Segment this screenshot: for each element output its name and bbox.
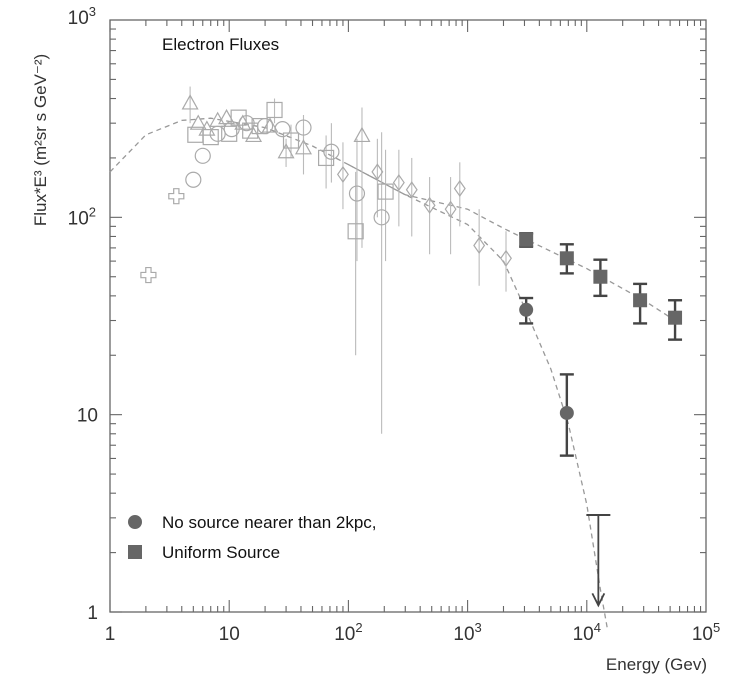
open-cross-marker — [140, 266, 157, 284]
open-diamond-marker — [453, 179, 466, 198]
open-triangle-marker — [353, 126, 371, 143]
x-tick-label: 1 — [105, 624, 116, 645]
x-tick-label: 102 — [334, 620, 362, 645]
y-tick-label: 102 — [68, 204, 96, 229]
chart-annotation: Electron Fluxes — [162, 35, 279, 54]
open-triangle-marker — [189, 114, 207, 130]
legend-label: No source nearer than 2kpc, — [162, 513, 377, 532]
filled-square-marker — [668, 310, 683, 325]
open-triangle-marker — [294, 139, 313, 155]
y-tick-label: 103 — [68, 4, 96, 29]
open-circle-marker — [323, 143, 340, 160]
open-square-marker — [202, 129, 219, 146]
y-tick-label: 10 — [77, 406, 98, 427]
data-markers — [140, 94, 683, 420]
x-tick-label: 104 — [573, 620, 601, 645]
legend-label: Uniform Source — [162, 543, 280, 562]
filled-square-marker — [559, 251, 574, 266]
open-circle-marker — [194, 147, 211, 164]
open-square-marker — [251, 117, 268, 135]
open-diamond-marker — [336, 165, 349, 183]
axis-ticks — [109, 20, 706, 613]
open-square-marker — [221, 125, 238, 142]
open-triangle-marker — [218, 108, 236, 125]
open-diamond-marker — [473, 236, 486, 255]
upper-limit-arrow — [591, 593, 606, 608]
filled-square-marker — [633, 293, 648, 308]
open-circle-marker — [373, 209, 390, 226]
open-square-marker — [317, 149, 335, 167]
open-diamond-marker — [500, 249, 512, 267]
open-triangle-marker — [277, 142, 295, 159]
filled-circle-marker — [519, 302, 534, 317]
open-square-marker — [377, 183, 394, 200]
open-diamond-marker — [444, 200, 457, 218]
open-diamond-marker — [405, 181, 418, 199]
error-bars — [189, 86, 683, 608]
open-cross-marker — [168, 188, 185, 205]
open-diamond-marker — [371, 163, 384, 181]
open-square-marker — [347, 223, 364, 240]
tick-labels: 1 10 102 103 104 105 1 10 102 103 — [68, 4, 721, 645]
filled-square-marker — [128, 545, 142, 559]
open-triangle-marker — [181, 94, 199, 110]
open-circle-marker — [348, 185, 366, 202]
filled-square-marker — [519, 232, 534, 247]
plot-frame — [109, 19, 707, 613]
filled-circle-marker — [559, 405, 574, 420]
x-axis-label: Energy (Gev) — [606, 655, 707, 674]
filled-square-marker — [593, 269, 608, 284]
filled-circle-marker — [128, 515, 142, 529]
y-axis-label: Flux*E³ (m²sr s GeV⁻²) — [31, 54, 50, 226]
x-tick-label: 105 — [692, 620, 720, 645]
x-tick-label: 103 — [453, 620, 481, 645]
model-curve — [109, 117, 609, 632]
y-tick-label: 1 — [87, 603, 98, 624]
open-circle-marker — [295, 119, 312, 136]
x-tick-label: 10 — [219, 624, 240, 645]
open-diamond-marker — [423, 196, 436, 214]
open-square-marker — [282, 132, 300, 149]
open-square-marker — [230, 109, 247, 126]
open-square-marker — [266, 101, 283, 119]
legend: No source nearer than 2kpc, Uniform Sourc… — [128, 513, 377, 562]
open-circle-marker — [256, 117, 274, 135]
open-circle-marker — [274, 120, 291, 138]
open-triangle-marker — [261, 117, 279, 133]
open-square-marker — [242, 122, 259, 139]
open-circle-marker — [185, 171, 202, 188]
open-diamond-marker — [392, 174, 405, 192]
